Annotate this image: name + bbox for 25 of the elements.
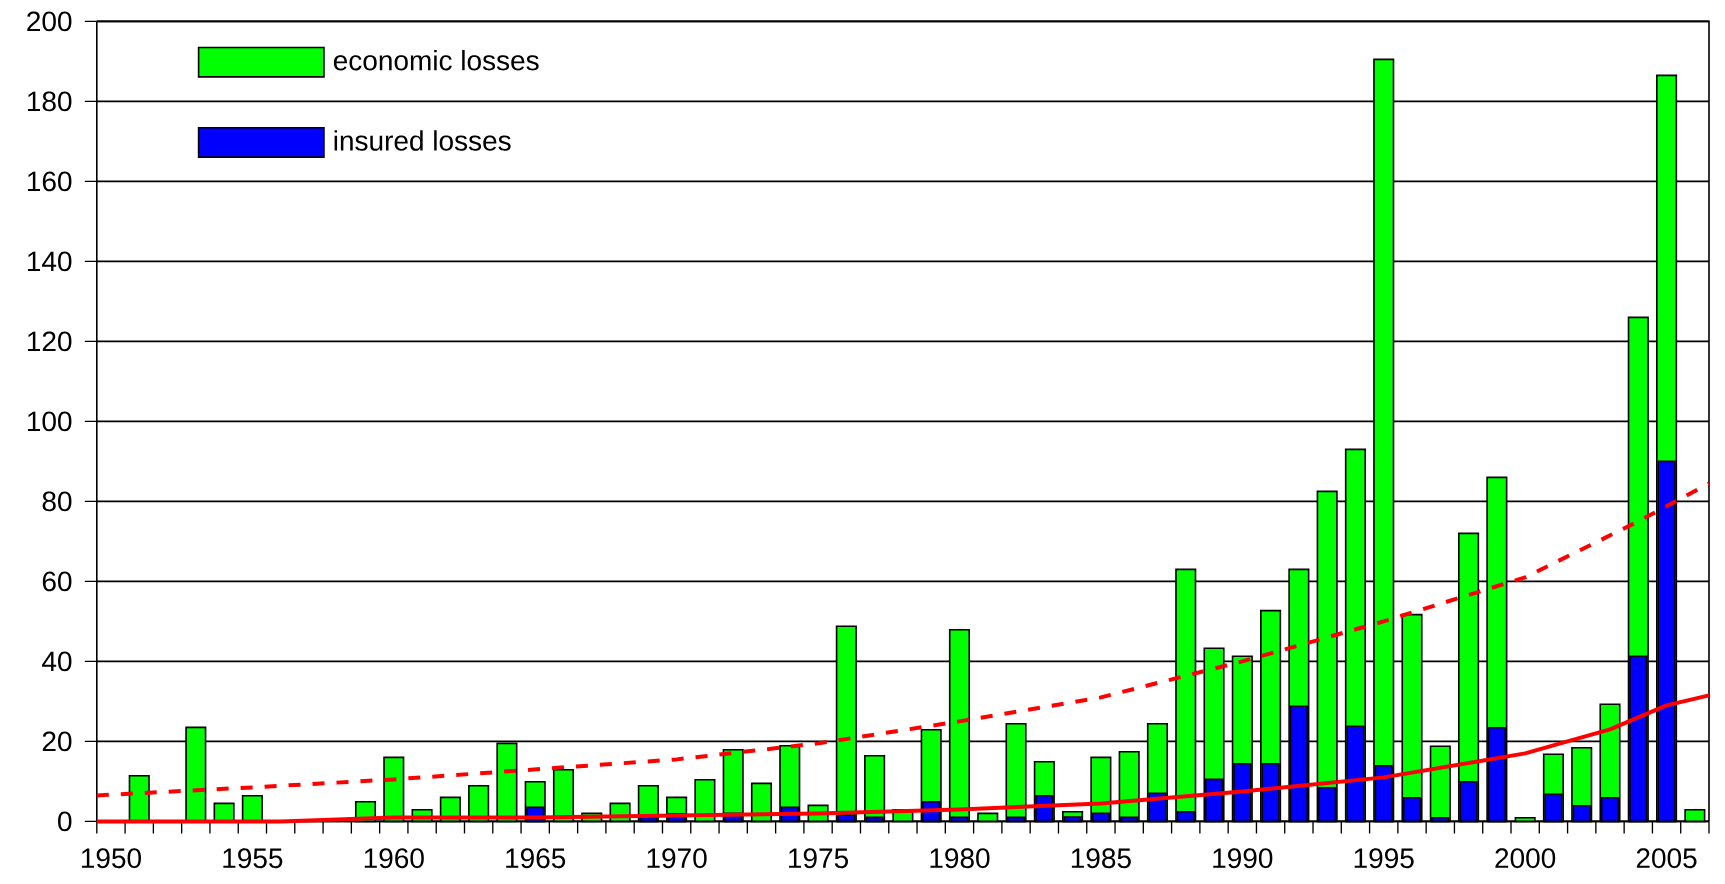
x-tick-label: 1975 <box>789 848 848 869</box>
x-tick-label: 2000 <box>1495 848 1556 869</box>
x-tick-label: 1965 <box>506 848 566 869</box>
x-tick-label: 1950 <box>81 848 141 869</box>
x-tick-label: 1960 <box>364 848 424 869</box>
x-tick-label: 1990 <box>1213 848 1273 869</box>
x-tick-label: 1980 <box>930 848 990 869</box>
x-tick-label: 1970 <box>647 848 707 869</box>
y-tick-label: 140 <box>27 251 72 272</box>
y-tick-label: 160 <box>27 171 72 192</box>
y-tick-label: 120 <box>27 331 72 352</box>
x-tick-label: 1995 <box>1354 848 1414 869</box>
y-tick-label: 180 <box>27 91 72 112</box>
y-tick-label: 20 <box>42 731 72 752</box>
legend-label: insured losses <box>334 130 511 151</box>
x-tick-label: 2005 <box>1636 848 1697 869</box>
y-tick-label: 100 <box>27 411 72 432</box>
y-tick-label: 40 <box>42 651 72 672</box>
y-tick-label: 0 <box>58 811 72 832</box>
x-tick-label: 1955 <box>223 848 283 869</box>
y-tick-label: 200 <box>27 11 72 32</box>
x-tick-label: 1985 <box>1071 848 1131 869</box>
legend-label: economic losses <box>333 49 539 71</box>
y-tick-label: 60 <box>42 571 72 592</box>
y-tick-label: 80 <box>42 491 72 512</box>
